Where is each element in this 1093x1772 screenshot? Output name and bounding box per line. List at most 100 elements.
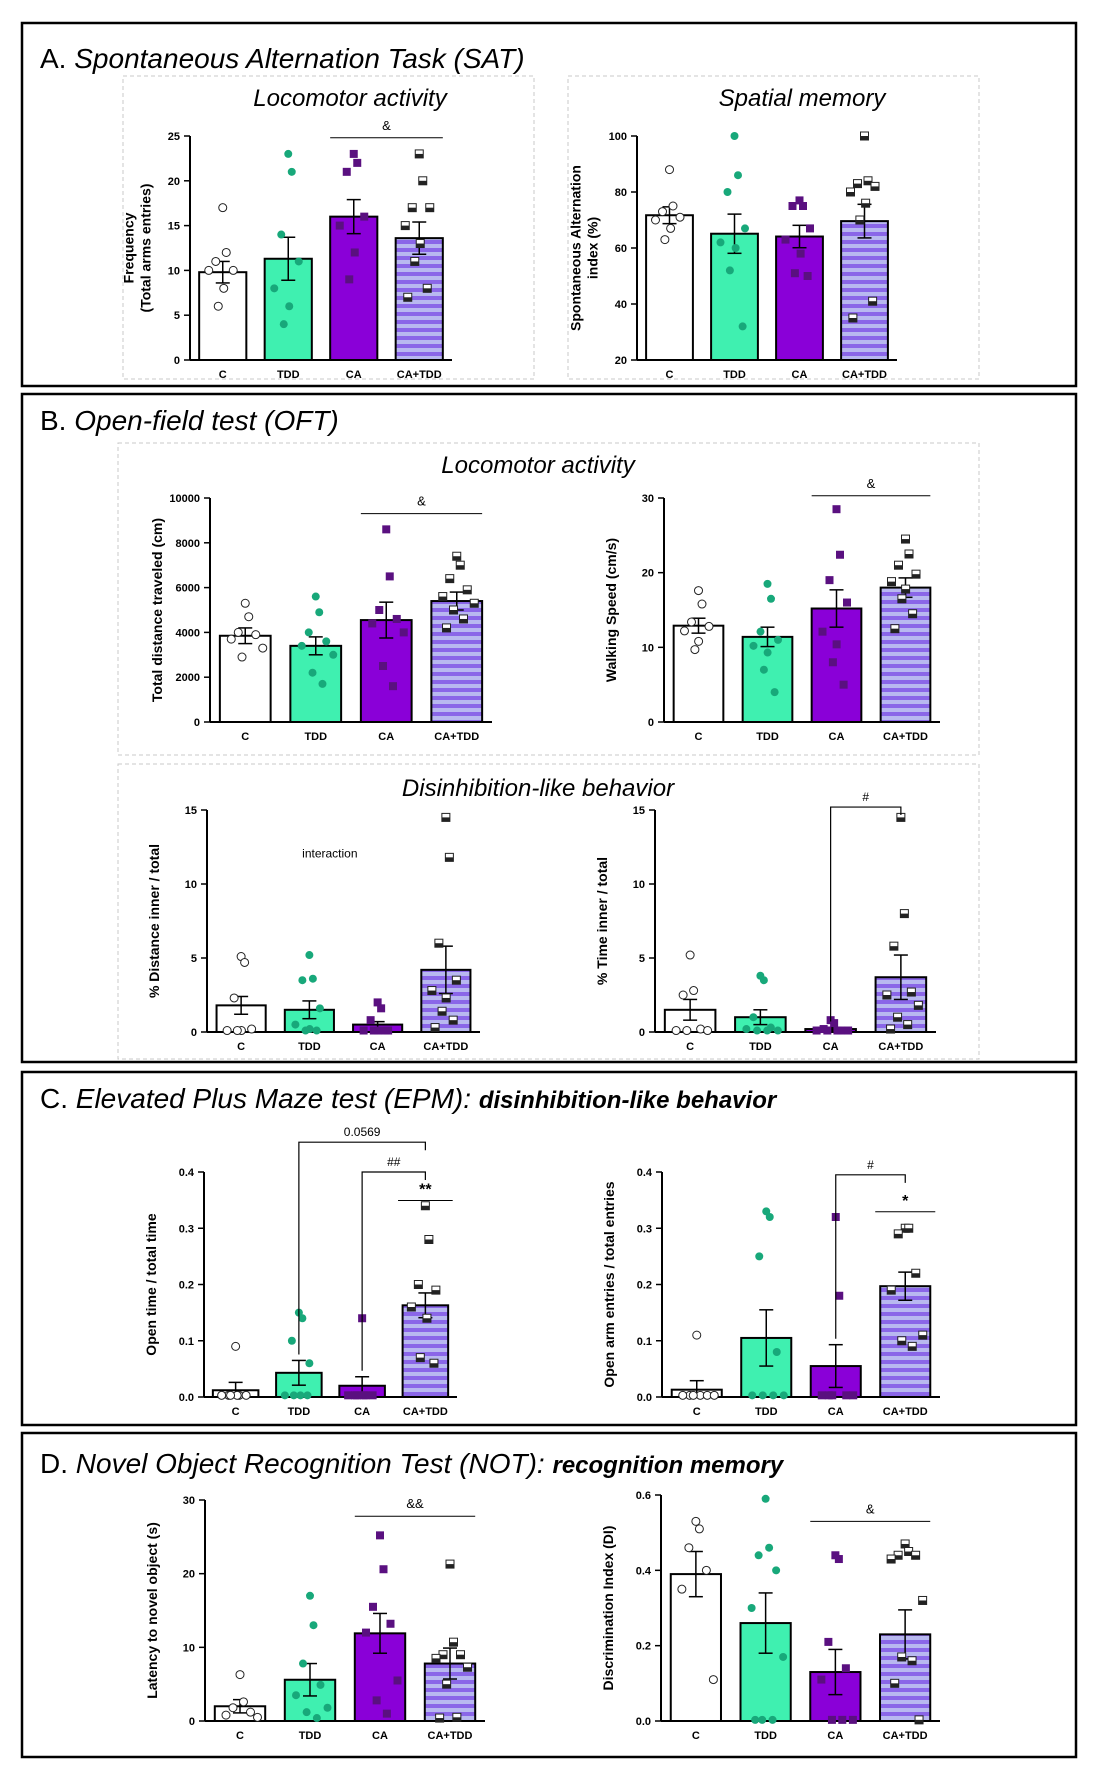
data-point [756, 627, 765, 636]
x-tick-label: CA [829, 731, 845, 743]
data-point-fill [900, 913, 909, 918]
data-point-fill [864, 180, 872, 185]
data-point-fill [414, 1284, 423, 1289]
data-point [270, 284, 279, 293]
chart-oft_dist: 0 2000 4000 6000 8000 10000 Total distance tra… [149, 493, 492, 743]
y-tick-label: 0 [189, 1716, 195, 1728]
data-point [723, 188, 732, 196]
data-point [302, 1708, 311, 1717]
data-point [329, 650, 338, 659]
data-point [305, 1359, 314, 1368]
data-point [239, 1697, 248, 1707]
data-point [689, 986, 699, 996]
oft-disinhibition-title: Disinhibition-like behavior [402, 775, 675, 802]
data-point [796, 249, 805, 258]
y-axis-label: Discrimination Index (DI) [600, 1526, 616, 1691]
data-point [812, 1026, 821, 1035]
data-point [738, 322, 747, 331]
data-point [830, 1019, 839, 1028]
data-point-fill [421, 1205, 430, 1210]
chart-epm_entries: 0.0 0.1 0.2 0.3 0.4 Open arm entries / total … [601, 1158, 940, 1418]
data-point-fill [449, 1642, 458, 1647]
data-point-fill [416, 1357, 425, 1362]
data-point [335, 221, 344, 230]
annotation-text: # [862, 790, 869, 804]
data-point [687, 617, 696, 627]
data-point-fill [439, 1654, 447, 1659]
data-point [373, 1026, 382, 1035]
panel-a-title: A. Spontaneous Alternation Task (SAT) [40, 43, 525, 74]
y-axis-label: index (%) [585, 217, 601, 279]
x-tick-label: C [686, 1041, 694, 1053]
annotation-text: ## [387, 1155, 401, 1169]
data-point [285, 302, 294, 311]
y-tick-label: 0 [639, 1027, 645, 1039]
data-point [244, 612, 254, 622]
data-point [342, 167, 351, 176]
data-point [741, 224, 749, 233]
data-point [755, 1252, 764, 1261]
data-point [680, 626, 689, 636]
y-tick-label: 15 [185, 805, 197, 817]
data-point-fill [886, 1029, 895, 1034]
y-tick-label: 0.1 [637, 1336, 652, 1348]
y-tick-label: 5 [191, 953, 197, 965]
data-point [692, 1330, 702, 1340]
data-point-fill [435, 1718, 444, 1723]
data-point [353, 158, 362, 167]
data-point [708, 1675, 718, 1685]
data-point-fill [868, 301, 877, 306]
y-tick-label: 10000 [169, 493, 200, 505]
y-tick-label: 0.4 [636, 1565, 652, 1577]
y-tick-label: 10 [633, 879, 645, 891]
data-point [770, 688, 779, 697]
bar-c [645, 214, 694, 361]
data-point-fill [903, 1024, 912, 1029]
data-point-fill [431, 1027, 440, 1032]
y-tick-label: 5 [639, 953, 645, 965]
annotation-text: ** [419, 1182, 432, 1199]
data-point [211, 256, 221, 266]
chart-oft_dist_inner: 0 5 10 15 % Distance inner / total C TDD CA CA+T… [146, 805, 480, 1053]
data-point [380, 1026, 389, 1035]
y-tick-label: 0.0 [637, 1392, 652, 1404]
chart-sat_spatial: 20 40 60 80 100 Spontaneous Alternation index … [568, 131, 897, 381]
data-point [763, 1026, 772, 1035]
data-point [709, 1390, 719, 1400]
data-point [781, 235, 790, 244]
data-point [360, 212, 369, 221]
data-point-fill [408, 207, 417, 212]
data-point [666, 223, 676, 233]
data-point [818, 627, 827, 636]
data-point [688, 1390, 698, 1400]
data-point [315, 1004, 324, 1013]
data-point-fill [887, 581, 896, 586]
data-point [253, 1712, 262, 1722]
annotation-text: # [867, 1158, 874, 1172]
data-point [237, 652, 247, 662]
y-tick-label: 0 [194, 717, 200, 729]
sat-spatial-group [567, 75, 980, 380]
data-point [287, 1336, 296, 1345]
data-point [289, 1391, 298, 1400]
data-point [849, 1391, 858, 1400]
x-tick-label: TDD [288, 1406, 311, 1418]
data-point [694, 586, 703, 596]
data-point [232, 1026, 242, 1036]
data-point [312, 1714, 321, 1723]
panel-b-border [20, 392, 1078, 1064]
data-point [769, 1391, 778, 1400]
data-point [795, 196, 804, 205]
data-point [291, 1020, 300, 1029]
data-point-fill [846, 192, 855, 196]
data-point-fill [452, 556, 461, 561]
data-point [297, 641, 306, 650]
data-point [323, 1703, 332, 1712]
y-tick-label: 30 [642, 493, 654, 505]
sat-locomotor-group [122, 75, 535, 380]
data-point-fill [918, 1600, 927, 1605]
data-point [369, 1602, 377, 1611]
data-point-fill [463, 589, 472, 594]
data-point-fill [890, 1683, 899, 1688]
data-point [385, 572, 394, 581]
